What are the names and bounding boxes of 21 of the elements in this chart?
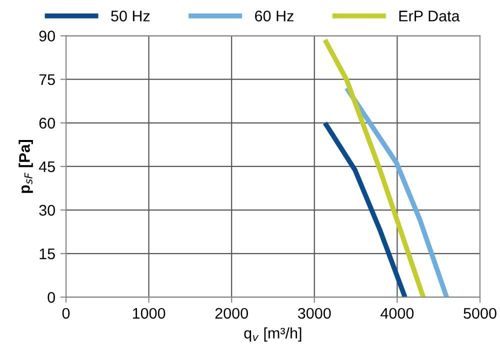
y-tick-label: 15 bbox=[40, 248, 55, 260]
line-series bbox=[344, 86, 450, 298]
y-tick-label: 75 bbox=[39, 74, 55, 86]
legend-label: 50 Hz bbox=[111, 10, 150, 22]
y-tick-label: 60 bbox=[39, 118, 55, 129]
y-tick-label: 30 bbox=[39, 204, 55, 216]
x-tick-label: 5000 bbox=[464, 308, 496, 319]
x-tick-label: 4000 bbox=[380, 308, 414, 319]
y-tick-label: 45 bbox=[38, 161, 55, 172]
y-axis-title: p$_{sF}$ [Pa] bbox=[18, 140, 33, 193]
line-series bbox=[322, 37, 426, 298]
x-tick-label: 3000 bbox=[298, 308, 331, 319]
line-series bbox=[322, 120, 408, 298]
x-tick-label: 1000 bbox=[132, 308, 166, 319]
x-tick-label: 2000 bbox=[215, 308, 248, 319]
y-tick-label: 0 bbox=[48, 292, 55, 303]
x-axis-title: q$_{v}$ [m³/h] bbox=[244, 327, 302, 342]
y-tick-label: 90 bbox=[39, 30, 55, 42]
legend-label: ErP Data bbox=[399, 10, 460, 22]
legend-label: 60 Hz bbox=[255, 10, 294, 22]
x-tick-label: 0 bbox=[62, 308, 70, 319]
